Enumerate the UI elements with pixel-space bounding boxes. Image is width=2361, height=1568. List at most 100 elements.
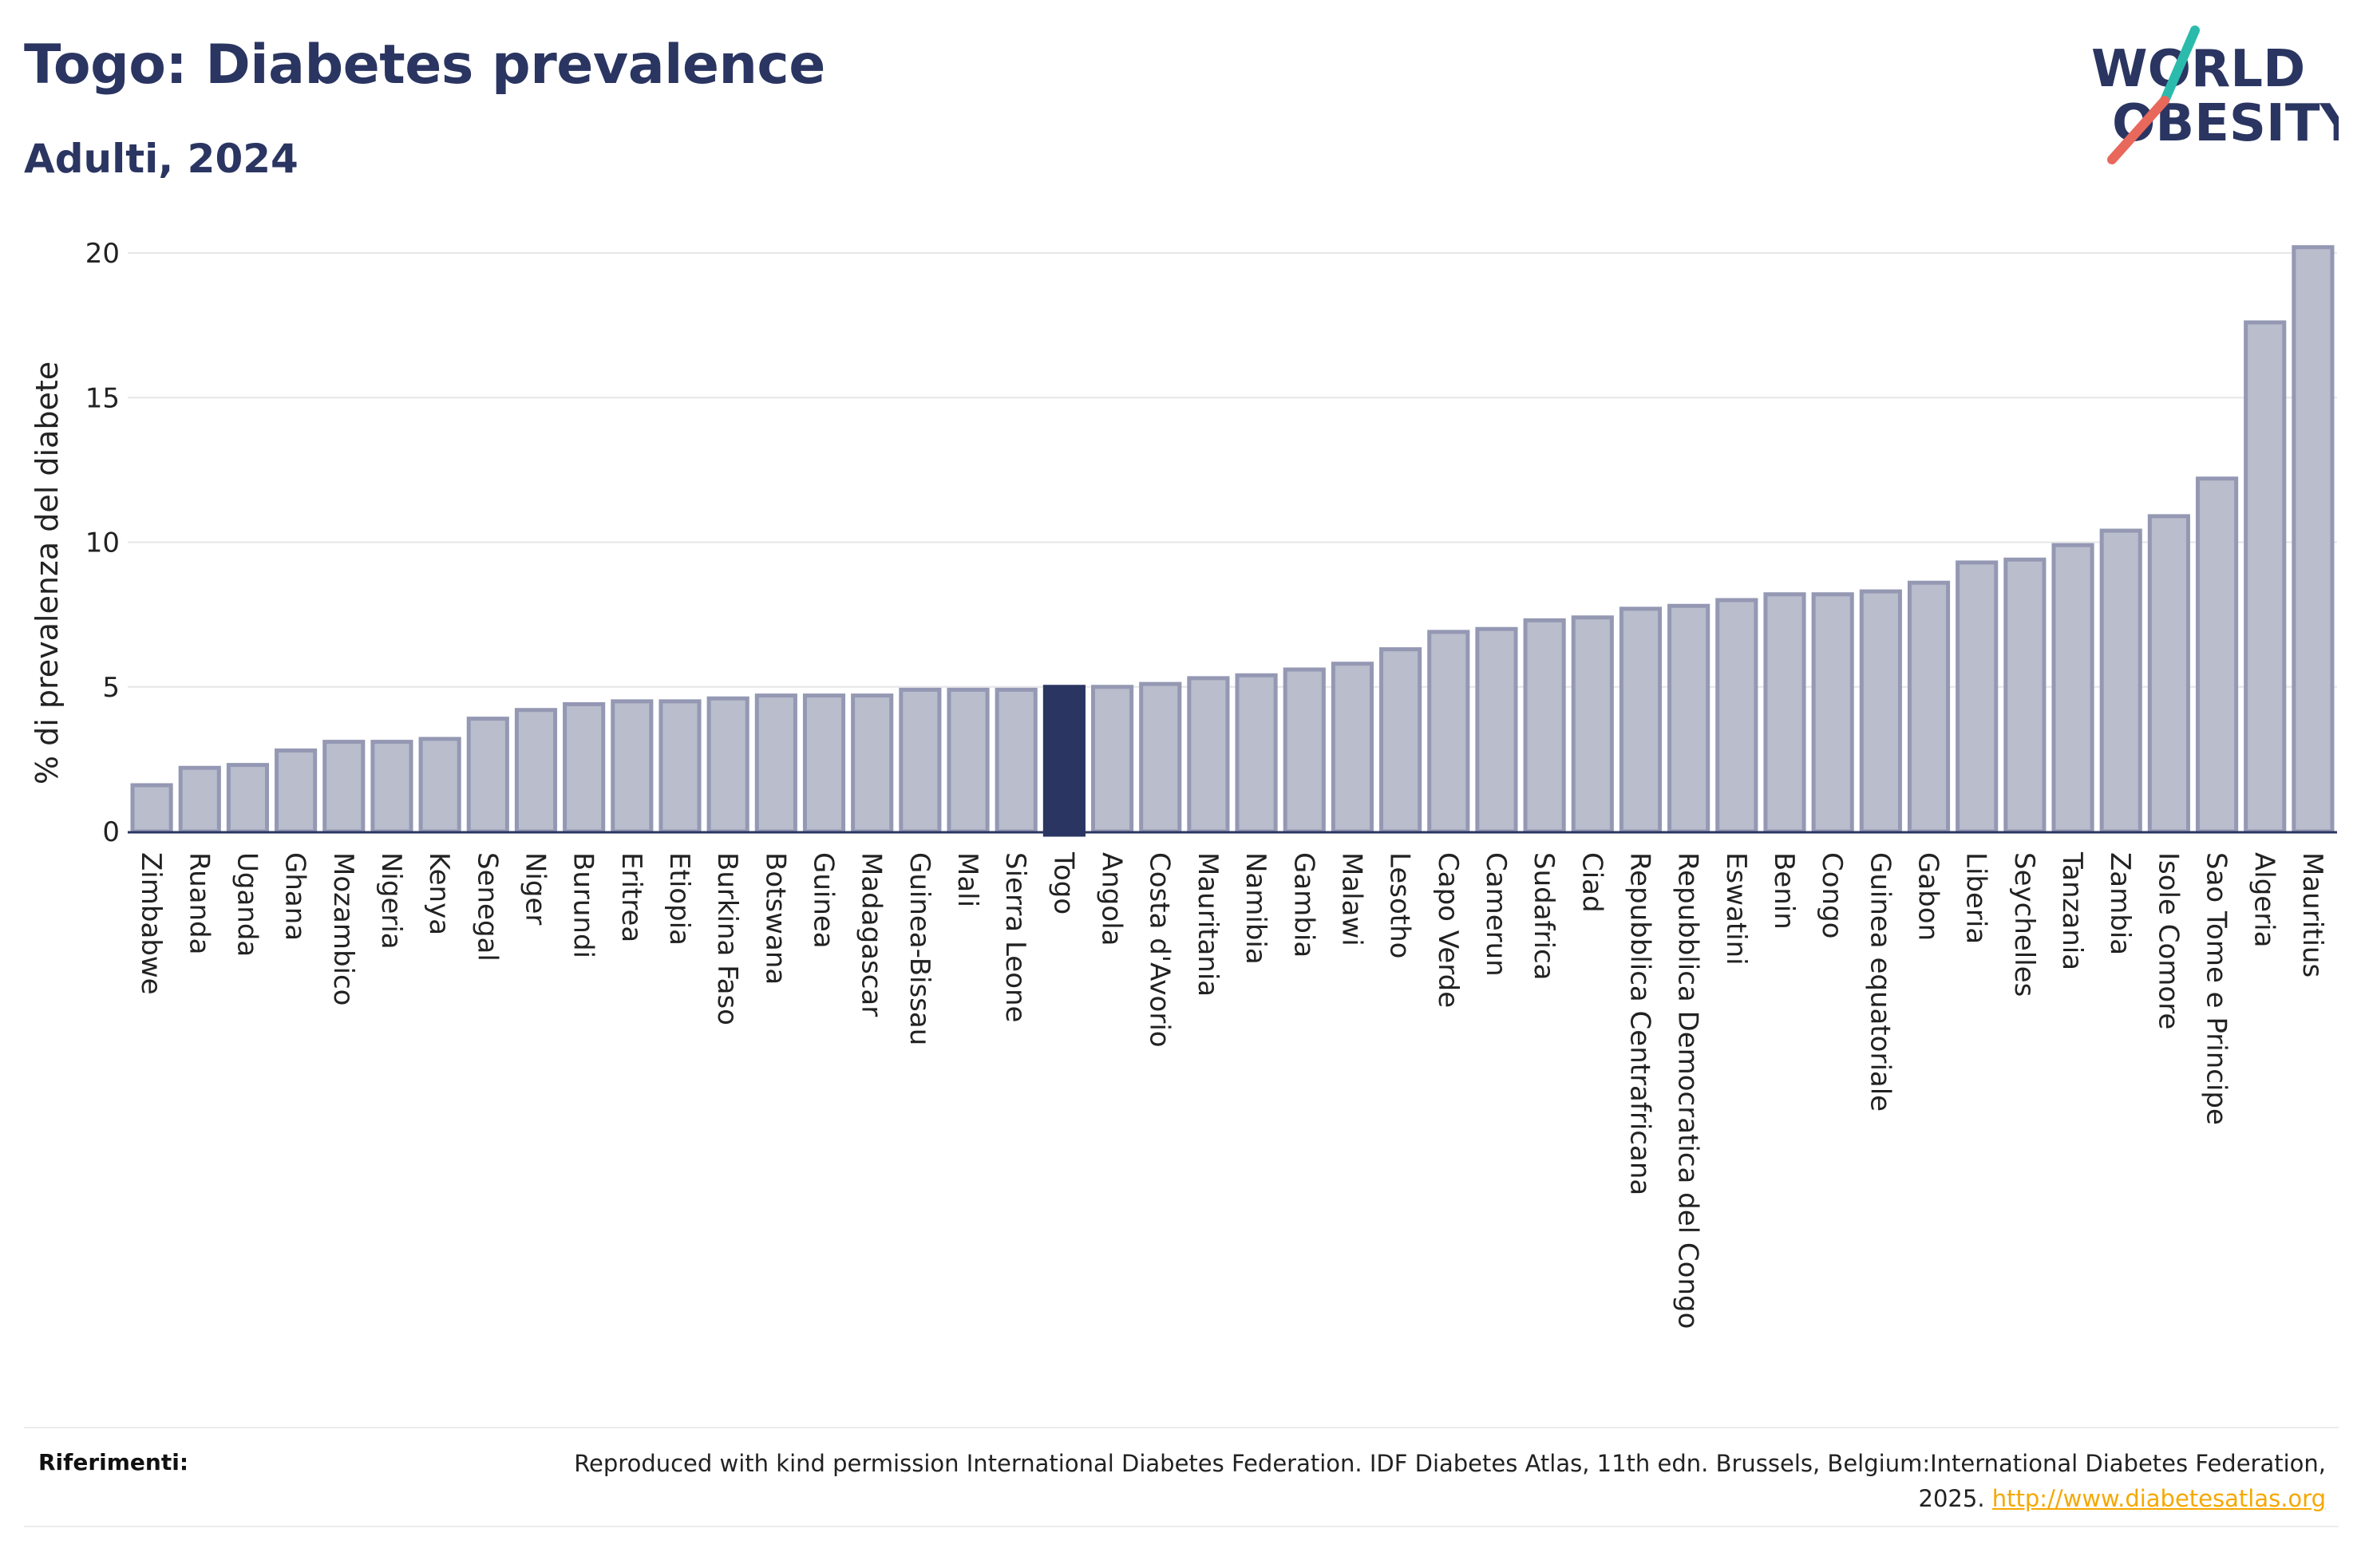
bar-ciad[interactable] <box>1571 615 1614 834</box>
bar-sierra-leone[interactable] <box>995 687 1038 834</box>
x-tick-label: Angola <box>1096 852 1128 946</box>
bar-isole-comore[interactable] <box>2147 514 2190 834</box>
bar-namibia[interactable] <box>1235 673 1278 834</box>
x-tick-label: Benin <box>1768 852 1800 930</box>
bar-tanzania[interactable] <box>2051 543 2094 834</box>
x-tick-label: Zimbabwe <box>135 852 167 995</box>
y-axis-label: % di prevalenza del diabete <box>30 361 65 784</box>
bar-uganda[interactable] <box>226 763 270 834</box>
x-tick-label: Ruanda <box>183 852 215 954</box>
x-tick-label: Guinea equatoriale <box>1864 852 1896 1112</box>
bar-zimbabwe[interactable] <box>130 783 173 834</box>
bar-etiopia[interactable] <box>658 699 702 834</box>
x-tick-label: Zambia <box>2104 852 2136 955</box>
bar-ghana[interactable] <box>275 748 318 834</box>
bar-burkina-faso[interactable] <box>706 696 749 834</box>
bar-guinea-bissau[interactable] <box>899 687 942 834</box>
x-tick-label: Tanzania <box>2056 851 2088 970</box>
bar-mali[interactable] <box>947 687 990 834</box>
bar-benin[interactable] <box>1763 592 1806 834</box>
bar-repubblica-democratica-del-congo[interactable] <box>1667 603 1710 834</box>
bar-senegal[interactable] <box>466 717 509 834</box>
world-obesity-logo: WORLD OBESITY <box>2091 26 2339 164</box>
x-tick-label: Eritrea <box>615 852 647 942</box>
bar-chart: 0 5 10 15 20 Zimbabwe Ruanda Uganda Ghana Mozamb… <box>30 238 2337 1329</box>
x-tick-label: Uganda <box>231 852 263 957</box>
logo-word-world: WORLD <box>2091 40 2305 99</box>
bar-liberia[interactable] <box>1956 560 1999 834</box>
x-tick-label: Guinea <box>808 852 840 949</box>
bar-lesotho[interactable] <box>1379 647 1422 834</box>
bar-algeria[interactable] <box>2244 320 2287 834</box>
x-tick-label: Togo <box>1047 851 1079 914</box>
x-tick-label: Sudafrica <box>1528 852 1560 980</box>
bar-nigeria[interactable] <box>370 740 413 834</box>
y-tick-label: 0 <box>102 816 120 848</box>
x-tick-label: Capo Verde <box>1432 852 1464 1008</box>
references-label: Riferimenti: <box>38 1449 189 1475</box>
bar-sudafrica[interactable] <box>1523 618 1566 834</box>
bar-mauritania[interactable] <box>1187 676 1230 834</box>
bars <box>130 245 2335 837</box>
x-tick-label: Costa d'Avorio <box>1144 852 1176 1048</box>
bar-seychelles[interactable] <box>2003 557 2047 834</box>
bar-burundi[interactable] <box>563 702 606 834</box>
y-axis-ticks: 0 5 10 15 20 <box>85 238 120 848</box>
bar-mozambico[interactable] <box>322 740 366 834</box>
x-axis-ticks: Zimbabwe Ruanda Uganda Ghana Mozambico Nigeri… <box>135 851 2328 1329</box>
bar-costa-d-avorio[interactable] <box>1139 681 1182 834</box>
x-tick-label: Isole Comore <box>2152 852 2184 1029</box>
x-tick-label: Algeria <box>2248 852 2280 947</box>
x-tick-label: Nigeria <box>375 852 407 950</box>
bar-niger[interactable] <box>514 708 558 834</box>
x-tick-label: Guinea-Bissau <box>904 852 935 1045</box>
bar-kenya[interactable] <box>418 737 461 834</box>
x-tick-label: Gabon <box>1912 852 1944 941</box>
bar-madagascar[interactable] <box>851 693 894 834</box>
y-tick-label: 20 <box>85 238 120 270</box>
page-title: Togo: Diabetes prevalence <box>24 34 825 97</box>
x-tick-label: Repubblica Democratica del Congo <box>1672 852 1704 1329</box>
bar-mauritius[interactable] <box>2292 245 2335 834</box>
y-tick-label: 5 <box>102 672 120 704</box>
x-tick-label: Seychelles <box>2008 852 2040 997</box>
bar-gabon[interactable] <box>1907 580 1951 834</box>
x-tick-label: Senegal <box>471 852 503 962</box>
x-tick-label: Mali <box>951 852 983 907</box>
bar-guinea-equatoriale[interactable] <box>1859 589 1902 834</box>
x-tick-label: Burkina Faso <box>711 852 743 1025</box>
x-tick-label: Mauritius <box>2296 852 2328 978</box>
bar-repubblica-centrafricana[interactable] <box>1619 606 1663 834</box>
bar-sao-tome-e-principe[interactable] <box>2195 476 2239 834</box>
x-tick-label: Malawi <box>1335 852 1367 946</box>
bar-congo[interactable] <box>1811 592 1854 834</box>
references-link[interactable]: http://www.diabetesatlas.org <box>1991 1485 2326 1512</box>
bar-guinea[interactable] <box>802 693 846 834</box>
x-tick-label: Ciad <box>1576 852 1608 913</box>
bar-eswatini[interactable] <box>1715 598 1758 834</box>
x-tick-label: Mozambico <box>327 852 359 1005</box>
x-tick-label: Camerun <box>1480 852 1512 977</box>
bar-camerun[interactable] <box>1475 626 1518 834</box>
bar-eritrea[interactable] <box>611 699 654 834</box>
y-tick-label: 15 <box>85 382 120 414</box>
x-tick-label: Congo <box>1816 852 1848 938</box>
bar-gambia[interactable] <box>1283 667 1326 834</box>
logo-slash-teal <box>2160 26 2200 105</box>
x-tick-label: Lesotho <box>1384 852 1416 958</box>
bar-togo[interactable] <box>1042 685 1086 837</box>
x-tick-label: Namibia <box>1240 852 1271 965</box>
bar-botswana[interactable] <box>754 693 797 834</box>
x-tick-label: Niger <box>519 852 551 925</box>
bar-capo-verde[interactable] <box>1427 630 1470 834</box>
bar-malawi[interactable] <box>1331 662 1374 834</box>
x-tick-label: Ghana <box>279 852 311 941</box>
bar-angola[interactable] <box>1090 685 1134 834</box>
references-text: Reproduced with kind permission Internat… <box>570 1446 2326 1516</box>
bar-ruanda[interactable] <box>178 765 221 834</box>
bar-zambia[interactable] <box>2099 528 2142 834</box>
x-tick-label: Botswana <box>759 852 791 985</box>
x-tick-label: Repubblica Centrafricana <box>1623 852 1655 1195</box>
x-tick-label: Liberia <box>1960 852 1992 944</box>
x-tick-label: Sierra Leone <box>999 852 1031 1022</box>
